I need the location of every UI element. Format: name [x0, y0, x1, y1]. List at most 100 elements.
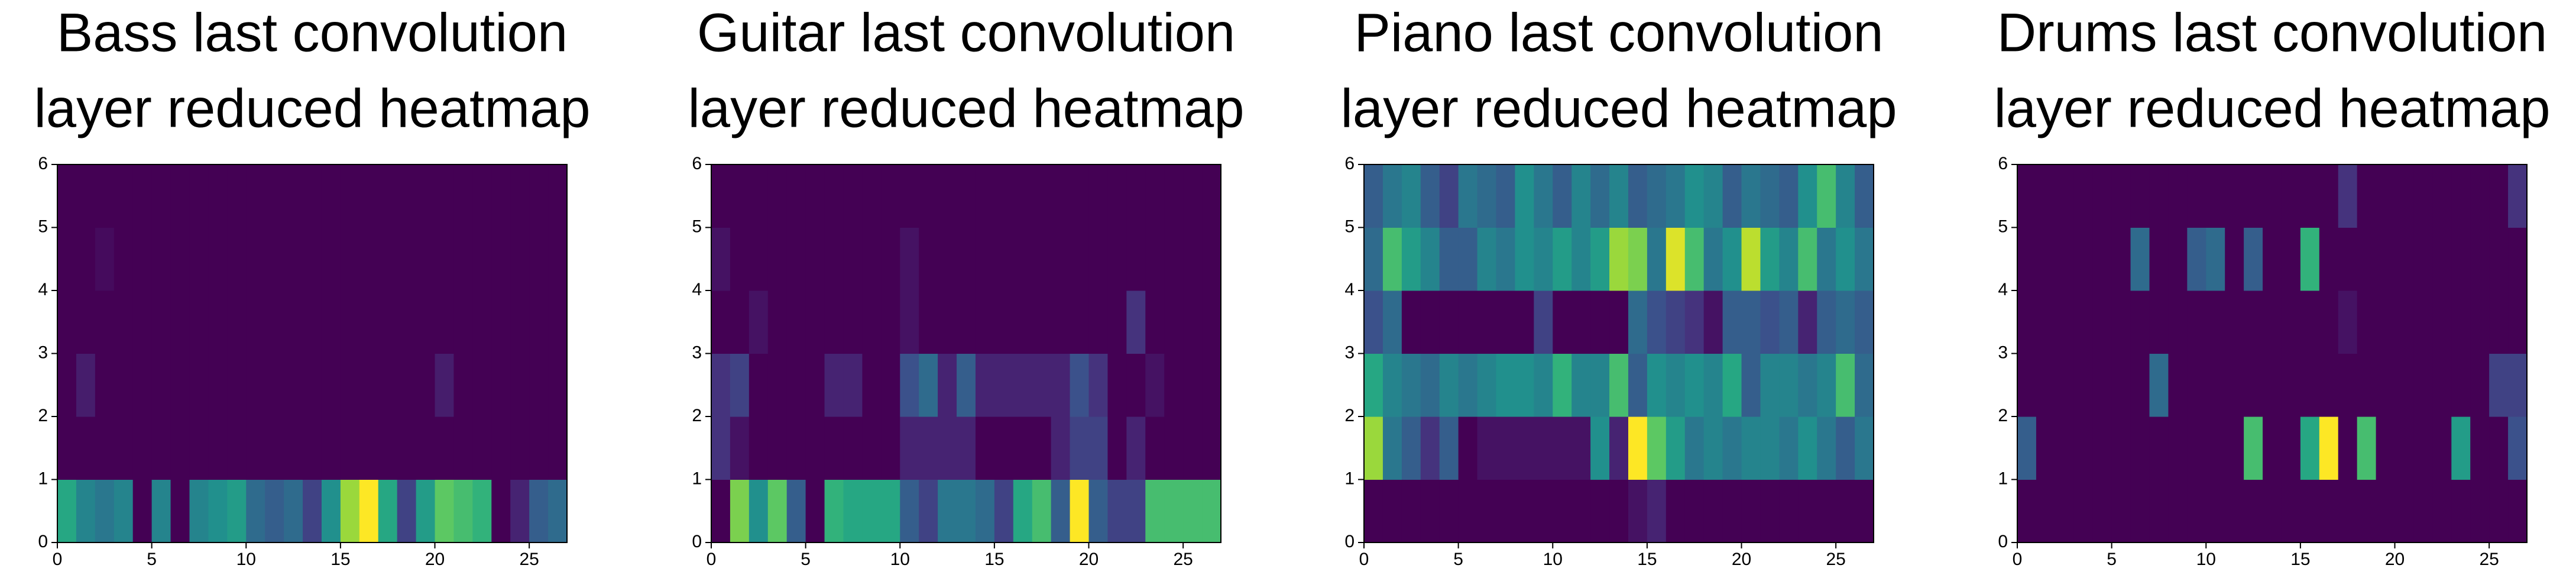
heatmap-cell	[2187, 290, 2206, 354]
heatmap-cell	[2281, 416, 2301, 480]
y-tick-label: 3	[38, 343, 48, 362]
heatmap-cell	[2225, 290, 2244, 354]
heatmap-cell	[2017, 227, 2037, 291]
heatmap-cell	[1666, 227, 1686, 291]
heatmap-cell	[151, 479, 171, 543]
y-tick-label: 3	[692, 343, 702, 362]
heatmap-cell	[2055, 353, 2075, 417]
x-tick-label: 10	[236, 550, 256, 569]
heatmap-cell	[1382, 353, 1402, 417]
heatmap-cell	[2244, 353, 2263, 417]
heatmap-cell	[1609, 290, 1629, 354]
heatmap-cell	[862, 227, 882, 291]
heatmap-cell	[2263, 416, 2282, 480]
heatmap-cell	[76, 416, 96, 480]
heatmap-cell	[2338, 479, 2358, 543]
heatmap-cell	[1107, 164, 1127, 228]
heatmap-cell	[1382, 227, 1402, 291]
heatmap-cell	[1164, 164, 1184, 228]
heatmap-cell	[805, 227, 825, 291]
heatmap-cell	[994, 416, 1014, 480]
x-tick-label: 25	[2479, 550, 2499, 569]
heatmap-cell	[2111, 164, 2131, 228]
heatmap-cell	[189, 479, 209, 543]
heatmap-cell	[2092, 479, 2112, 543]
heatmap-cell	[2073, 164, 2094, 228]
heatmap-cell	[2225, 416, 2244, 480]
heatmap-cell	[416, 227, 436, 291]
heatmap-cell	[1515, 353, 1534, 417]
heatmap-cell	[1666, 164, 1686, 228]
heatmap-cell	[416, 290, 436, 354]
heatmap-cell	[1420, 164, 1440, 228]
heatmap-cell	[2338, 290, 2358, 354]
heatmap-cell	[1401, 416, 1421, 480]
heatmap-cell	[786, 290, 806, 354]
heatmap-cell	[529, 164, 549, 228]
y-tick-label: 6	[1998, 154, 2008, 173]
heatmap-cell	[2187, 353, 2206, 417]
heatmap-cell	[1779, 479, 1799, 543]
x-tick-label: 15	[1637, 550, 1657, 569]
y-tick-label: 0	[1344, 532, 1355, 551]
heatmap-cell	[1070, 164, 1090, 228]
heatmap-cell	[472, 353, 492, 417]
heatmap-cell	[843, 290, 863, 354]
heatmap-cell	[1401, 290, 1421, 354]
heatmap-cell	[2168, 353, 2188, 417]
heatmap-cell	[359, 290, 379, 354]
heatmap-cell	[1534, 416, 1553, 480]
heatmap-cell	[1741, 227, 1761, 291]
heatmap-cell	[189, 353, 209, 417]
heatmap-cell	[994, 164, 1014, 228]
heatmap-cell	[2168, 416, 2188, 480]
heatmap-cell	[2413, 164, 2433, 228]
heatmap-cell	[2432, 353, 2452, 417]
heatmap-cell	[340, 353, 360, 417]
chart-title: layer reduced heatmap	[1994, 78, 2550, 138]
heatmap-cell	[303, 353, 322, 417]
heatmap-cell	[1722, 227, 1742, 291]
y-tick-label: 4	[1344, 280, 1355, 299]
heatmap-cell	[1477, 353, 1496, 417]
heatmap-cell	[303, 227, 322, 291]
heatmap-cell	[2319, 353, 2339, 417]
heatmap-cell	[2508, 290, 2528, 354]
heatmap-cell	[2489, 227, 2509, 291]
heatmap-cell	[1779, 416, 1799, 480]
heatmap-cell	[2394, 290, 2414, 354]
heatmap-cell	[1477, 227, 1496, 291]
heatmap-cell	[2338, 164, 2358, 228]
heatmap-cell	[2394, 227, 2414, 291]
heatmap-cell	[1364, 353, 1383, 417]
heatmap-cell	[862, 290, 882, 354]
heatmap-cell	[975, 164, 995, 228]
x-tick-label: 15	[984, 550, 1004, 569]
heatmap-cell	[2263, 479, 2282, 543]
heatmap-cell	[2092, 227, 2112, 291]
heatmap-cell	[1364, 479, 1383, 543]
heatmap-cell	[2394, 479, 2414, 543]
heatmap-cell	[2130, 479, 2150, 543]
heatmap-cell	[919, 164, 938, 228]
heatmap-cell	[2357, 416, 2377, 480]
heatmap-cell	[824, 416, 844, 480]
heatmap-cell	[1666, 479, 1686, 543]
x-tick-label: 20	[1732, 550, 1751, 569]
heatmap-cell	[1571, 416, 1591, 480]
heatmap-cell	[1798, 227, 1817, 291]
heatmap-cell	[2055, 164, 2075, 228]
heatmap-cell	[711, 353, 731, 417]
heatmap-cell	[1070, 227, 1090, 291]
heatmap-cell	[1779, 290, 1799, 354]
heatmap-cell	[132, 164, 153, 228]
heatmap-cell	[1722, 479, 1742, 543]
heatmap-cell	[1571, 290, 1591, 354]
heatmap-cell	[900, 416, 919, 480]
heatmap-cell	[1183, 164, 1203, 228]
heatmap-cell	[1364, 290, 1383, 354]
heatmap-cell	[2244, 416, 2263, 480]
heatmap-cell	[1164, 353, 1184, 417]
heatmap-cell	[378, 353, 398, 417]
heatmap-cell	[189, 164, 209, 228]
